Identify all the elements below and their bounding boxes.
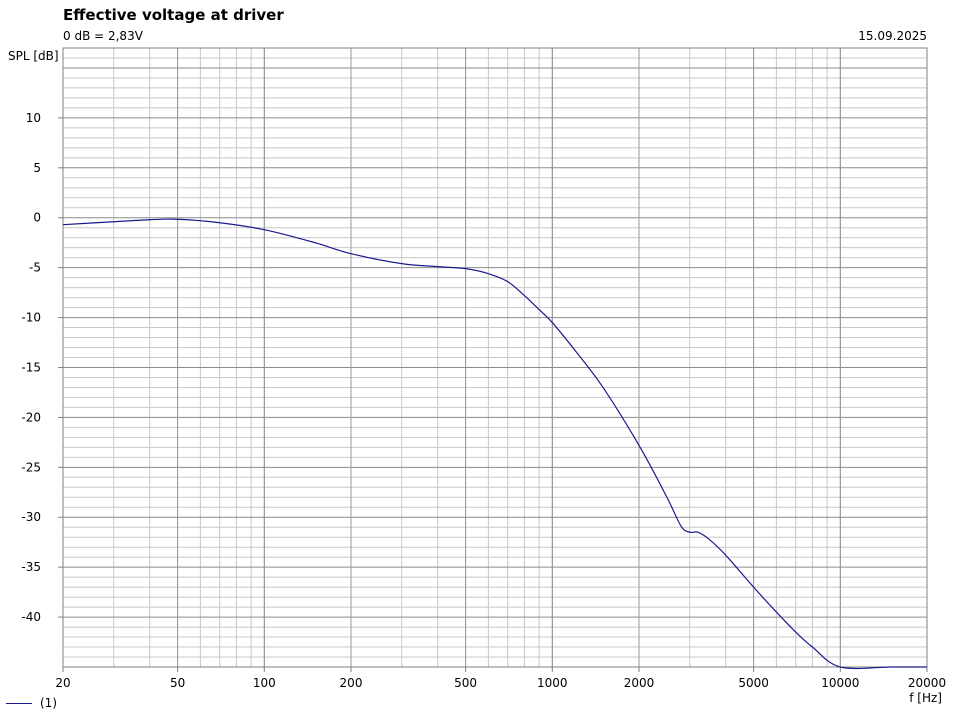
y-axis-label: SPL [dB] <box>8 49 59 63</box>
series-line-1 <box>62 218 927 670</box>
y-tick-label: -5 <box>29 261 41 275</box>
grid <box>62 47 928 668</box>
y-tick-label: -10 <box>21 311 41 325</box>
x-axis-label: f [Hz] <box>909 691 942 705</box>
plot-frame <box>62 47 928 668</box>
y-tick-label: 0 <box>33 211 41 225</box>
x-tick-label: 20 <box>55 676 70 690</box>
x-tick-label: 50 <box>170 676 185 690</box>
y-tick-label: -40 <box>21 610 41 624</box>
reference-note: 0 dB = 2,83V <box>63 29 143 43</box>
x-tick-label: 5000 <box>738 676 769 690</box>
y-tick-label: -25 <box>21 460 41 474</box>
y-tick-label: 5 <box>33 161 41 175</box>
x-tick-label: 1000 <box>537 676 568 690</box>
legend-label-1: (1) <box>40 696 57 710</box>
y-tick-label: 10 <box>26 111 41 125</box>
x-tick-label: 500 <box>454 676 477 690</box>
axes <box>58 47 928 672</box>
y-tick-label: -15 <box>21 360 41 374</box>
legend-swatch <box>6 702 32 704</box>
y-tick-label: -35 <box>21 560 41 574</box>
y-tick-label: -20 <box>21 410 41 424</box>
x-tick-label: 100 <box>253 676 276 690</box>
y-tick-label: -30 <box>21 510 41 524</box>
x-tick-label: 2000 <box>624 676 655 690</box>
legend: (1) <box>6 696 57 710</box>
x-tick-label: 20000 <box>908 676 946 690</box>
x-tick-label: 200 <box>340 676 363 690</box>
x-tick-label: 10000 <box>821 676 859 690</box>
chart-title: Effective voltage at driver <box>63 6 284 24</box>
series-layer <box>62 218 927 670</box>
date-label: 15.09.2025 <box>858 29 927 43</box>
